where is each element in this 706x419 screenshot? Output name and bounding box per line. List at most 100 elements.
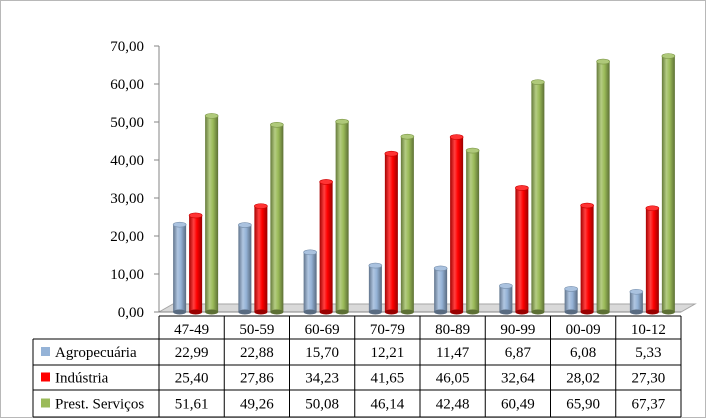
bar-top [596,58,610,65]
bar [531,82,545,312]
data-table-value: 15,70 [305,345,339,361]
data-table-value: 51,61 [175,397,209,413]
y-tick-label: 10,00 [110,267,144,283]
bar-base [173,309,187,315]
bar [564,288,578,312]
bar-base [303,309,317,315]
data-table-value: 27,86 [240,371,274,387]
bar [580,205,594,312]
bar [238,225,252,312]
bar-base [645,309,659,315]
legend-swatch [41,398,50,408]
data-table-value: 67,37 [632,397,666,413]
bar-base [205,309,219,315]
bar-top [254,203,268,209]
bar-base [515,309,529,315]
x-category-label: 10-12 [631,322,666,338]
bar-top [400,133,415,140]
data-table-value: 27,30 [632,371,666,387]
bar [629,291,643,312]
data-table-value: 11,47 [436,345,470,361]
data-table-value: 34,23 [305,371,339,387]
bar-base [400,309,414,315]
bar-top [238,222,252,228]
bar-top [531,79,545,85]
legend-series-name: Prest. Serviços [55,397,144,413]
bar-base [319,309,333,315]
bar [368,265,382,312]
bar-base [466,309,480,315]
x-category-label: 90-99 [500,322,535,338]
bar-base [368,309,382,315]
data-table-value: 60,49 [501,397,535,413]
bar-top [499,283,513,289]
y-tick-label: 20,00 [110,229,144,245]
y-tick-label: 50,00 [110,115,144,131]
data-table-value: 50,08 [305,397,339,413]
bar-top [515,185,529,191]
bar [270,124,284,312]
bar-top [188,212,203,219]
bar-base [629,309,643,315]
bar-base [564,309,578,315]
bar [254,206,268,312]
data-table-value: 22,88 [240,345,274,361]
bar-base [335,309,349,315]
bar-top [335,118,349,125]
y-tick-label: 70,00 [110,39,144,55]
data-table-value: 41,65 [371,371,405,387]
bar [173,224,187,312]
bar-top [465,147,480,154]
y-tick-label: 0,00 [118,305,144,321]
bar-top [319,179,333,185]
data-table-value: 22,99 [175,345,209,361]
bar-base [270,309,284,315]
bar [434,268,448,312]
bar-top [204,113,219,119]
bar [645,208,659,312]
bar [335,121,349,312]
bar [400,136,414,312]
bar-base [450,309,464,315]
bar-top [433,265,448,272]
data-table-value: 42,48 [436,397,470,413]
bar [515,187,529,312]
bar [189,215,203,312]
data-table-value: 6,08 [570,345,596,361]
bar-base [384,309,398,315]
legend-series-name: Agropecuária [55,345,137,361]
legend-swatch [41,347,50,356]
x-category-label: 70-79 [370,322,405,338]
bar-top [580,202,594,209]
x-category-label: 00-09 [566,322,601,338]
legend-series-name: Indústria [55,371,109,387]
y-tick-label: 60,00 [110,77,144,93]
x-category-label: 50-59 [239,322,274,338]
bar [466,150,480,312]
bar-top [172,221,187,228]
bar [450,137,464,312]
bar-base [189,309,203,315]
bar [205,115,219,313]
bar-base [499,309,513,315]
bar [303,252,317,312]
bar-top [368,262,383,269]
bar-top [384,150,399,157]
bar-top [449,134,464,140]
data-table-value: 46,05 [436,371,470,387]
data-table-value: 6,87 [505,345,532,361]
bar-base [434,309,448,315]
bar-top [645,205,660,212]
bar-base [580,309,594,315]
data-table-value: 12,21 [371,345,405,361]
bar [384,153,398,312]
bar [499,285,513,312]
y-tick-label: 40,00 [110,153,144,169]
bar [661,55,675,313]
bar [319,181,333,312]
y-tick-label: 30,00 [110,191,144,207]
bar-base [254,309,268,315]
data-table-value: 49,26 [240,397,274,413]
